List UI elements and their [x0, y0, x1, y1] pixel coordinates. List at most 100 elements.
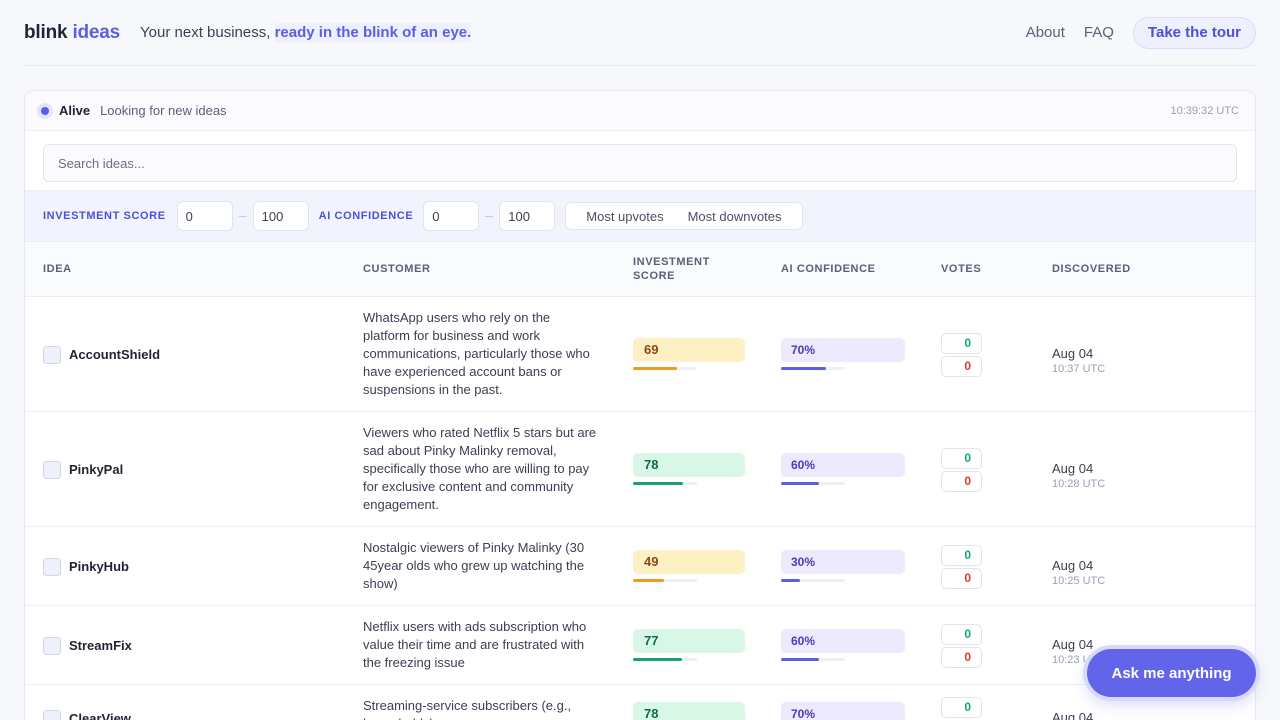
- range-dash: [238, 215, 247, 217]
- header-investment-line1: INVESTMENT: [633, 256, 710, 268]
- table-row[interactable]: PinkyHub Nostalgic viewers of Pinky Mali…: [25, 526, 1255, 605]
- investment-score-badge: 49: [633, 549, 745, 574]
- investment-filter-label: INVESTMENT SCORE: [43, 210, 166, 222]
- ai-confidence-badge: 60%: [781, 452, 905, 477]
- logo[interactable]: blink ideas: [24, 22, 120, 44]
- discovered-date: Aug 04: [1052, 710, 1094, 720]
- idea-name[interactable]: PinkyPal: [69, 461, 124, 477]
- investment-max-input[interactable]: [252, 201, 309, 231]
- discovered-time: 10:28 UTC: [1052, 477, 1106, 490]
- tagline-highlight: ready in the blink of an eye.: [274, 23, 472, 42]
- ai-confidence-fill: [781, 481, 820, 485]
- table-row[interactable]: PinkyPal Viewers who rated Netflix 5 sta…: [25, 411, 1255, 526]
- downvote-button[interactable]: 0: [941, 567, 982, 589]
- ai-confidence-badge: 70%: [781, 337, 905, 362]
- ai-confidence-fill: [781, 366, 826, 370]
- header-discovered[interactable]: DISCOVERED: [1052, 263, 1131, 275]
- table-body: AccountShield WhatsApp users who rely on…: [25, 296, 1255, 720]
- investment-score-bar: [633, 657, 697, 661]
- confidence-min-input[interactable]: [423, 201, 480, 231]
- upvote-button[interactable]: 0: [941, 697, 982, 718]
- tagline-prefix: Your next business,: [140, 24, 271, 41]
- ai-confidence-fill: [781, 578, 801, 582]
- row-checkbox[interactable]: [43, 636, 61, 655]
- upvote-button[interactable]: 0: [941, 544, 982, 566]
- downvote-button[interactable]: 0: [941, 355, 982, 377]
- investment-score-badge: 78: [633, 702, 745, 720]
- discovered-time: 10:25 UTC: [1052, 574, 1106, 587]
- downvote-button[interactable]: 0: [941, 646, 982, 668]
- investment-score-bar: [633, 481, 697, 485]
- top-nav: About FAQ Take the tour: [1025, 16, 1256, 49]
- upvote-button[interactable]: 0: [941, 447, 982, 469]
- idea-name[interactable]: StreamFix: [69, 637, 132, 653]
- ai-confidence-badge: 60%: [781, 628, 905, 653]
- investment-score-bar: [633, 366, 697, 370]
- sort-most-downvotes[interactable]: Most downvotes: [687, 208, 782, 224]
- idea-name[interactable]: ClearView: [69, 711, 131, 720]
- row-checkbox[interactable]: [43, 345, 61, 364]
- take-tour-button[interactable]: Take the tour: [1132, 16, 1256, 49]
- header-customer[interactable]: CUSTOMER: [363, 263, 431, 275]
- customer-description: Viewers who rated Netflix 5 stars but ar…: [363, 425, 597, 512]
- ai-confidence-bar: [781, 366, 845, 370]
- ai-confidence-bar: [781, 578, 845, 582]
- discovered-time: 10:37 UTC: [1052, 362, 1106, 375]
- ai-confidence-badge: 70%: [781, 702, 905, 720]
- top-header: blink ideas Your next business, ready in…: [24, 0, 1256, 66]
- table-row[interactable]: StreamFix Netflix users with ads subscri…: [25, 605, 1255, 684]
- customer-description: Streaming-service subscribers (e.g., hou…: [363, 698, 572, 720]
- row-checkbox[interactable]: [43, 460, 61, 479]
- discovered-date: Aug 04: [1052, 345, 1094, 361]
- ai-confidence-bar: [781, 657, 845, 661]
- range-dash: [485, 215, 494, 217]
- discovered-date: Aug 04: [1052, 460, 1094, 476]
- customer-description: Netflix users with ads subscription who …: [363, 619, 587, 670]
- investment-score-fill: [633, 657, 683, 661]
- tagline: Your next business, ready in the blink o…: [140, 23, 472, 42]
- investment-min-input[interactable]: [176, 201, 233, 231]
- nav-faq[interactable]: FAQ: [1083, 24, 1114, 41]
- logo-main: blink: [24, 21, 68, 43]
- table-row[interactable]: AccountShield WhatsApp users who rely on…: [25, 296, 1255, 411]
- nav-about[interactable]: About: [1025, 24, 1065, 41]
- confidence-max-input[interactable]: [499, 201, 556, 231]
- table-row[interactable]: ClearView Streaming-service subscribers …: [25, 684, 1255, 720]
- investment-score-badge: 69: [633, 337, 745, 362]
- header-idea[interactable]: IDEA: [43, 263, 72, 275]
- investment-score-bar: [633, 578, 697, 582]
- row-checkbox[interactable]: [43, 557, 61, 576]
- investment-score-badge: 77: [633, 628, 745, 653]
- header-investment-score[interactable]: INVESTMENT SCORE: [633, 255, 710, 283]
- search-input[interactable]: [43, 144, 1237, 182]
- status-bar: Alive Looking for new ideas 10:39:32 UTC: [25, 91, 1255, 131]
- header-ai-confidence[interactable]: AI CONFIDENCE: [781, 263, 876, 275]
- upvote-button[interactable]: 0: [941, 623, 982, 645]
- header-votes[interactable]: VOTES: [941, 263, 982, 275]
- idea-name[interactable]: AccountShield: [69, 346, 161, 362]
- sort-most-upvotes[interactable]: Most upvotes: [586, 208, 664, 224]
- ideas-panel: Alive Looking for new ideas 10:39:32 UTC…: [24, 90, 1256, 720]
- confidence-filter-label: AI CONFIDENCE: [318, 210, 414, 222]
- downvote-button[interactable]: 0: [941, 470, 982, 492]
- idea-name[interactable]: PinkyHub: [69, 558, 129, 574]
- ai-confidence-bar: [781, 481, 845, 485]
- ask-me-anything-button[interactable]: Ask me anything: [1087, 649, 1256, 697]
- ai-confidence-fill: [781, 657, 820, 661]
- filter-row: INVESTMENT SCORE AI CONFIDENCE Most upvo…: [25, 190, 1255, 242]
- table-header: IDEA CUSTOMER INVESTMENT SCORE AI CONFID…: [25, 242, 1255, 296]
- investment-score-fill: [633, 481, 683, 485]
- status-time: 10:39:32 UTC: [1170, 104, 1239, 117]
- status-label: Alive: [59, 103, 91, 118]
- header-investment-line2: SCORE: [633, 270, 676, 282]
- customer-description: WhatsApp users who rely on the platform …: [363, 310, 590, 397]
- investment-score-fill: [633, 578, 665, 582]
- investment-score-fill: [633, 366, 678, 370]
- sort-toggle: Most upvotes Most downvotes: [565, 202, 803, 230]
- upvote-button[interactable]: 0: [941, 332, 982, 354]
- search-row: [25, 131, 1255, 190]
- logo-accent: ideas: [72, 21, 121, 43]
- row-checkbox[interactable]: [43, 710, 61, 720]
- discovered-date: Aug 04: [1052, 557, 1094, 573]
- status-dot-icon: [37, 102, 53, 119]
